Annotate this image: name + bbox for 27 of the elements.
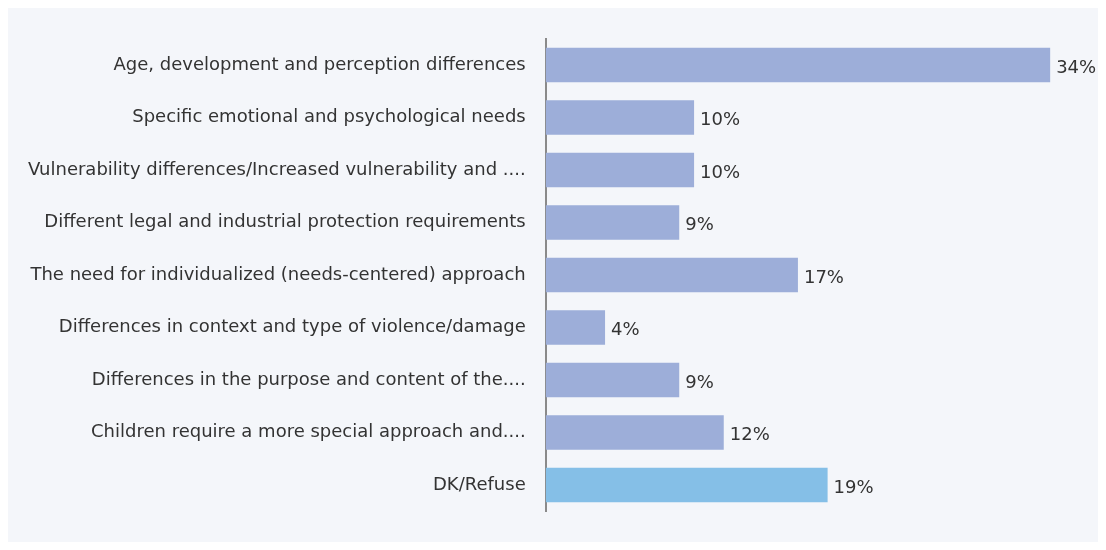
bar: [545, 205, 680, 240]
y-tick-label: Vulnerability differences/Increased vulnerability and ....: [27, 157, 526, 179]
bar: [545, 47, 1051, 83]
y-tick-label: Age, development and perception differences: [113, 52, 526, 74]
data-label: 12%: [729, 423, 770, 445]
data-label: 9%: [685, 370, 714, 392]
data-label: 17%: [803, 265, 844, 287]
bar: [545, 310, 606, 345]
bar: [545, 467, 828, 503]
bar: [545, 257, 798, 293]
bar: [545, 100, 695, 135]
data-label: 9%: [685, 213, 714, 235]
data-label: 19%: [833, 475, 874, 497]
bar: [545, 415, 724, 450]
y-tick-label: Differences in context and type of violence/damage: [58, 315, 526, 337]
y-tick-label: Differences in the purpose and content of the....: [91, 367, 526, 389]
y-tick-label: Children require a more special approach and....: [91, 420, 526, 442]
bar: [545, 152, 695, 188]
data-label: 10%: [700, 108, 741, 130]
y-tick-label: Specific emotional and psychological needs: [132, 105, 526, 127]
data-label: 34%: [1056, 55, 1097, 77]
data-label: 10%: [700, 160, 741, 182]
y-tick-label: The need for individualized (needs-centered) approach: [29, 262, 526, 284]
y-tick-label: Different legal and industrial protection requirements: [44, 210, 526, 232]
data-label: 4%: [611, 318, 640, 340]
y-tick-label: DK/Refuse: [433, 472, 526, 494]
bar: [545, 362, 680, 398]
